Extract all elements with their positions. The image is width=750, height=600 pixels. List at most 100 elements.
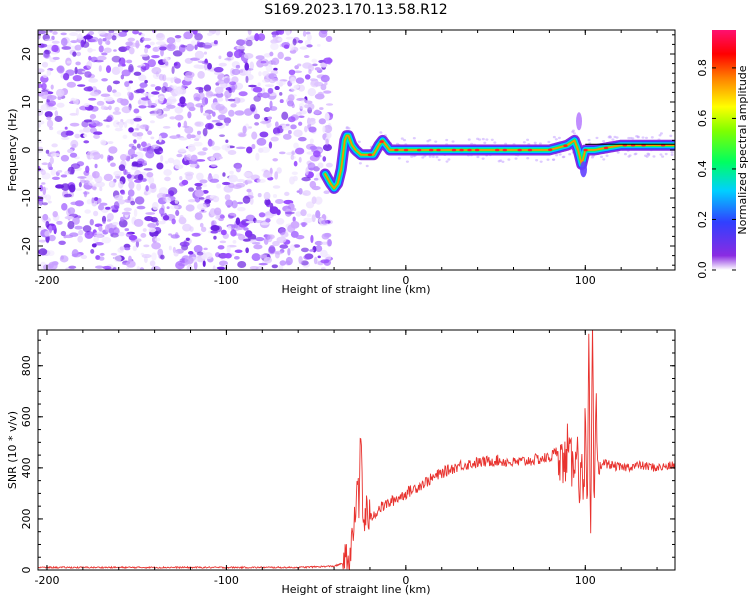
noise-speckle xyxy=(51,143,58,148)
noise-speckle xyxy=(298,156,302,163)
signal-halo xyxy=(555,153,559,157)
noise-speckle xyxy=(279,228,286,236)
noise-speckle xyxy=(274,133,281,136)
noise-speckle xyxy=(217,97,224,102)
noise-speckle xyxy=(190,40,196,46)
signal-halo xyxy=(421,156,425,159)
noise-speckle xyxy=(194,33,203,41)
noise-speckle xyxy=(77,84,86,87)
noise-speckle xyxy=(49,30,53,33)
noise-speckle xyxy=(130,153,138,158)
noise-speckle xyxy=(308,69,312,75)
signal-halo xyxy=(633,152,637,156)
signal-halo xyxy=(546,158,550,161)
noise-speckle xyxy=(163,169,172,176)
noise-speckle xyxy=(139,267,145,270)
noise-speckle xyxy=(121,69,131,77)
noise-speckle xyxy=(38,68,45,73)
noise-speckle xyxy=(38,83,43,89)
signal-halo xyxy=(485,138,489,141)
noise-speckle xyxy=(146,171,154,178)
noise-speckle xyxy=(290,244,295,252)
noise-speckle xyxy=(224,253,232,259)
noise-speckle xyxy=(112,221,119,226)
snr-xtick-label: 0 xyxy=(402,574,409,587)
noise-speckle xyxy=(260,222,270,226)
noise-speckle xyxy=(114,106,120,112)
noise-speckle xyxy=(202,147,208,152)
noise-speckle xyxy=(226,51,233,58)
noise-speckle xyxy=(75,61,81,66)
noise-speckle xyxy=(230,229,237,237)
noise-speckle xyxy=(262,172,273,179)
noise-speckle xyxy=(174,114,184,121)
signal-halo xyxy=(379,131,383,134)
noise-speckle xyxy=(139,82,148,88)
colorbar-tick-label: 0.8 xyxy=(696,59,709,77)
noise-speckle xyxy=(263,256,273,264)
noise-speckle xyxy=(160,154,164,162)
signal-halo xyxy=(539,160,543,163)
noise-speckle xyxy=(298,121,303,126)
noise-speckle xyxy=(289,43,295,51)
signal-halo xyxy=(526,138,530,142)
noise-speckle xyxy=(155,32,166,41)
noise-speckle xyxy=(166,43,176,52)
noise-speckle xyxy=(291,150,295,156)
noise-speckle xyxy=(154,108,162,116)
noise-speckle xyxy=(259,254,267,259)
noise-speckle xyxy=(127,37,136,42)
noise-speckle xyxy=(169,205,179,210)
colorbar-tick-label: 0.4 xyxy=(696,160,709,178)
noise-speckle xyxy=(38,30,47,35)
noise-speckle xyxy=(56,220,63,225)
noise-speckle xyxy=(234,110,245,116)
noise-speckle xyxy=(183,31,193,40)
noise-speckle xyxy=(128,181,135,190)
noise-speckle xyxy=(249,61,255,70)
noise-speckle xyxy=(185,71,195,79)
noise-speckle xyxy=(74,200,84,207)
noise-speckle xyxy=(248,126,253,129)
noise-speckle xyxy=(233,97,241,104)
noise-speckle xyxy=(248,84,257,88)
noise-speckle xyxy=(130,200,136,206)
signal-halo xyxy=(623,152,627,156)
noise-speckle xyxy=(196,172,204,181)
noise-speckle xyxy=(306,151,315,155)
noise-speckle xyxy=(38,123,41,128)
noise-speckle xyxy=(274,121,279,128)
noise-speckle xyxy=(184,256,194,265)
noise-speckle xyxy=(278,264,284,270)
noise-speckle xyxy=(102,38,107,42)
noise-speckle xyxy=(89,155,95,159)
noise-speckle xyxy=(69,152,78,158)
noise-speckle xyxy=(89,114,97,120)
noise-speckle xyxy=(307,33,312,41)
noise-speckle xyxy=(228,174,238,183)
noise-speckle xyxy=(60,183,70,191)
noise-speckle xyxy=(318,118,326,125)
noise-speckle xyxy=(103,47,112,54)
noise-speckle xyxy=(220,229,227,236)
noise-speckle xyxy=(56,88,65,97)
noise-speckle xyxy=(176,153,183,158)
noise-speckle xyxy=(267,234,273,243)
noise-speckle xyxy=(118,219,128,228)
noise-speckle xyxy=(188,251,194,255)
noise-speckle xyxy=(324,81,328,86)
noise-speckle xyxy=(285,36,295,40)
noise-speckle xyxy=(79,177,86,184)
noise-speckle xyxy=(292,216,296,222)
noise-speckle xyxy=(154,86,162,91)
noise-speckle xyxy=(101,52,108,56)
noise-speckle xyxy=(229,81,236,86)
noise-speckle xyxy=(60,131,69,138)
snr-ylabel: SNR (10 * v/v) xyxy=(6,411,19,489)
noise-speckle xyxy=(274,250,284,255)
noise-speckle xyxy=(269,106,278,111)
noise-speckle xyxy=(238,133,246,137)
noise-speckle xyxy=(70,40,78,44)
noise-speckle xyxy=(321,219,329,225)
noise-speckle xyxy=(86,199,92,205)
